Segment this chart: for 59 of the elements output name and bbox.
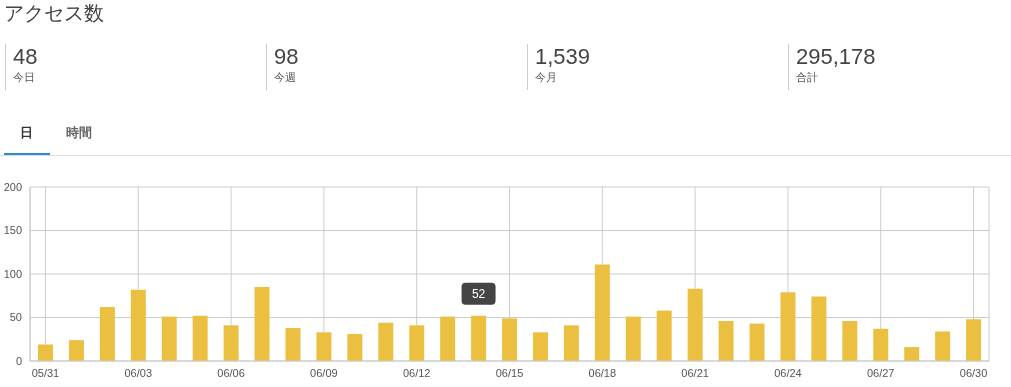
text: 今週	[274, 70, 297, 85]
bar	[811, 296, 827, 361]
bar	[440, 316, 456, 361]
annotation: 52	[471, 286, 486, 301]
text: 98	[274, 44, 299, 70]
bar	[563, 325, 579, 361]
bar	[842, 320, 858, 361]
x-tick-label: 06/03	[124, 366, 153, 379]
x-tick-label: 06/09	[310, 366, 338, 379]
bar	[966, 319, 982, 361]
x-tick-label: 06/06	[217, 366, 245, 379]
y-tick-label: 50	[9, 311, 22, 324]
bar	[780, 292, 796, 361]
bar	[347, 334, 363, 361]
bar	[687, 288, 703, 361]
bar	[718, 320, 734, 361]
x-tick-label: 06/21	[681, 366, 709, 379]
x-tick-label: 06/24	[774, 366, 802, 379]
bar	[38, 344, 53, 361]
bar	[502, 318, 518, 361]
text: 今月	[535, 70, 558, 85]
bar	[161, 316, 177, 361]
text: 48	[13, 44, 38, 70]
bar	[254, 287, 270, 361]
bar	[192, 315, 208, 361]
text: 時間	[66, 124, 92, 142]
bar	[904, 347, 920, 361]
x-tick-label: 06/18	[588, 366, 617, 379]
bar	[749, 323, 765, 361]
bar	[130, 289, 146, 361]
bar	[532, 332, 548, 361]
bar	[316, 332, 332, 361]
bar	[285, 327, 301, 361]
text: 日	[20, 124, 33, 142]
y-tick-label: 200	[3, 180, 22, 193]
x-tick-label: 05/31	[31, 366, 60, 379]
text: 合計	[796, 70, 819, 85]
x-tick-label: 06/12	[402, 366, 431, 379]
text: 295,178	[796, 44, 876, 70]
y-tick-label: 150	[3, 224, 22, 237]
bar	[223, 325, 239, 361]
text: 1,539	[535, 44, 591, 70]
y-tick-label: 0	[15, 354, 22, 367]
x-tick-label: 06/27	[866, 366, 895, 379]
bar	[656, 310, 672, 361]
y-tick-label: 100	[3, 267, 22, 280]
x-tick-label: 06/15	[495, 366, 524, 379]
bar	[99, 307, 115, 361]
bar	[68, 340, 84, 361]
bar	[471, 315, 487, 361]
bar	[625, 316, 641, 361]
chart-title: アクセス数	[4, 1, 104, 26]
bar	[409, 325, 425, 361]
text: 今日	[13, 70, 36, 85]
bar	[873, 328, 889, 361]
bar	[594, 264, 610, 361]
bar	[378, 322, 394, 361]
bar	[935, 331, 951, 361]
x-tick-label: 06/30	[959, 366, 988, 379]
